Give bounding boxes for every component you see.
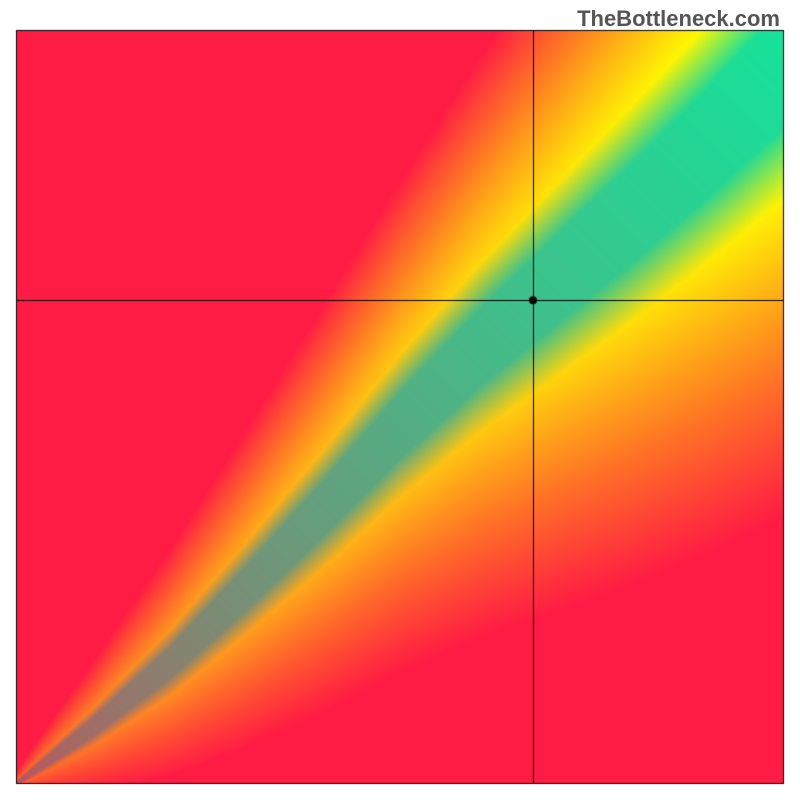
bottleneck-heatmap-container: TheBottleneck.com bbox=[0, 0, 800, 800]
bottleneck-heatmap-canvas bbox=[0, 0, 800, 800]
watermark-text: TheBottleneck.com bbox=[577, 6, 780, 32]
